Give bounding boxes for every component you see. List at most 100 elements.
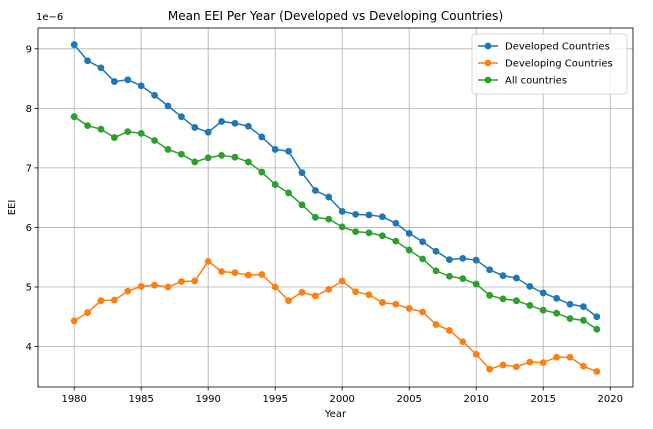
developed-countries-point	[352, 210, 360, 218]
all-countries-point	[84, 122, 91, 130]
developed-countries-point	[593, 313, 601, 321]
developing-countries-point	[258, 271, 266, 278]
developing-countries-point	[218, 268, 225, 275]
developed-countries-point	[566, 300, 574, 308]
legend-all-countries-marker	[484, 76, 492, 84]
all-countries-point	[258, 168, 266, 176]
developing-countries-point	[204, 257, 212, 265]
x-axis-label: Year	[324, 409, 347, 420]
legend-developed-countries-marker	[484, 42, 492, 50]
all-countries-point	[218, 152, 225, 159]
developing-countries-point	[137, 282, 145, 290]
all-countries-point	[379, 232, 386, 240]
developed-countries-point	[177, 113, 185, 121]
all-countries-point	[285, 189, 292, 197]
developing-countries-point	[70, 317, 78, 325]
developing-countries-point	[553, 353, 561, 361]
developed-countries-point	[526, 282, 534, 290]
developing-countries-point	[526, 358, 534, 366]
developing-countries-point	[164, 283, 172, 291]
all-countries-point	[553, 309, 561, 317]
developing-countries-point	[151, 281, 158, 289]
developed-countries-point	[459, 255, 467, 262]
developed-countries-point	[218, 118, 225, 125]
developing-countries-point	[352, 288, 360, 296]
y-tick-label: 8	[26, 104, 32, 115]
x-tick-label: 1985	[128, 394, 153, 405]
x-tick-label: 1990	[195, 394, 220, 405]
developed-countries-point	[311, 187, 319, 194]
developing-countries-point	[365, 291, 373, 299]
legend-box	[471, 33, 628, 95]
developing-countries-point	[110, 296, 118, 304]
developing-countries-line	[73, 260, 598, 373]
all-countries-line	[73, 116, 598, 330]
developed-countries-point	[271, 146, 279, 153]
developing-countries-point	[566, 353, 574, 361]
all-countries-point	[392, 237, 400, 245]
developed-countries-point	[137, 82, 145, 90]
all-countries-point	[70, 113, 78, 121]
legend: Developed Countries Developing Countries A…	[471, 33, 628, 95]
developed-countries-point	[419, 238, 427, 246]
all-countries-point	[124, 128, 132, 135]
axes: 1980 1985 1990 1995 2000 2005 2010 2015 2020 4 5 6 7…	[26, 44, 623, 405]
all-countries-point	[271, 181, 279, 188]
developed-countries-point	[325, 193, 333, 201]
data-series	[70, 41, 601, 375]
developed-countries-point	[285, 147, 292, 155]
developing-countries-point	[231, 269, 239, 277]
developed-countries-point	[298, 169, 306, 177]
developed-countries-point	[392, 219, 400, 227]
x-tick-label: 2020	[597, 394, 622, 405]
all-countries-point	[580, 316, 587, 324]
developed-countries-point	[513, 274, 520, 282]
developing-countries-point	[325, 285, 333, 293]
all-countries-point	[526, 302, 534, 309]
developing-countries-point	[271, 283, 279, 291]
developed-countries-point	[258, 133, 266, 141]
developed-countries-point	[405, 229, 413, 237]
developing-countries-point	[432, 321, 440, 328]
all-countries-point	[177, 150, 185, 158]
all-countries-point	[459, 275, 467, 283]
developed-countries-point	[70, 41, 78, 49]
developed-countries-point	[191, 124, 199, 131]
developing-countries-point	[97, 297, 105, 305]
all-countries-point	[338, 223, 346, 231]
developing-countries-point	[379, 299, 386, 306]
developed-countries-point	[244, 122, 252, 130]
developed-countries-point	[97, 64, 105, 72]
y-tick-label: 5	[26, 282, 32, 293]
developed-countries-point	[124, 76, 132, 84]
x-tick-label: 2000	[329, 394, 354, 405]
all-countries-point	[419, 255, 427, 263]
x-tick-label: 1995	[262, 394, 287, 405]
all-countries-point	[499, 295, 507, 303]
developed-countries-point	[231, 119, 239, 127]
developing-countries-point	[311, 292, 319, 300]
developed-countries-point	[539, 289, 547, 297]
developing-countries-point	[539, 359, 547, 366]
developed-countries-point	[580, 303, 587, 311]
developed-countries-point	[84, 57, 91, 65]
developing-countries-point	[124, 287, 132, 295]
all-countries-point	[110, 134, 118, 141]
developing-countries-point	[486, 365, 494, 373]
all-countries-point	[566, 315, 574, 322]
all-countries-point	[137, 129, 145, 137]
developed-countries-point	[553, 294, 561, 302]
developed-countries-point	[204, 128, 212, 136]
y-tick-label: 9	[26, 44, 32, 55]
developing-countries-point	[191, 277, 199, 285]
all-countries-point	[151, 137, 158, 144]
plot-frame	[37, 27, 634, 388]
all-countries-point	[593, 325, 601, 333]
y-axis-offset-label: 1e−6	[36, 12, 63, 23]
developing-countries-point	[446, 327, 453, 334]
x-tick-label: 2005	[396, 394, 421, 405]
all-countries-point	[446, 272, 453, 280]
y-tick-label: 4	[26, 342, 32, 353]
developing-countries-point	[472, 350, 480, 358]
developing-countries-point	[499, 361, 507, 369]
